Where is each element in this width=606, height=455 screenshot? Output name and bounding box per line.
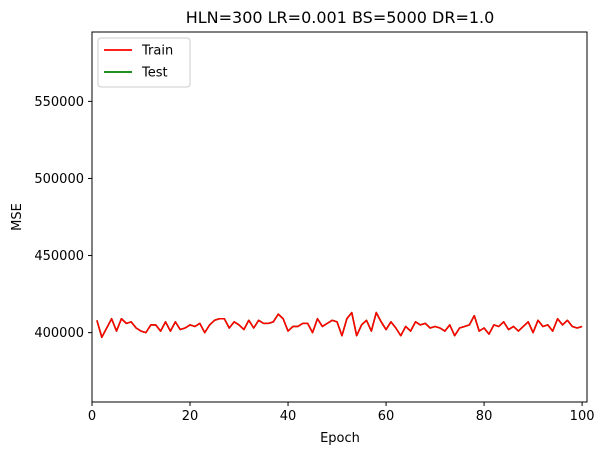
y-axis-label: MSE — [10, 203, 25, 231]
y-tick-label: 400000 — [34, 326, 84, 341]
legend-label-train: Train — [141, 44, 173, 59]
y-tick-label: 500000 — [34, 172, 84, 187]
plot-area — [91, 31, 588, 403]
chart-title: HLN=300 LR=0.001 BS=5000 DR=1.0 — [186, 8, 495, 27]
y-tick-label: 450000 — [34, 249, 84, 264]
x-axis-label: Epoch — [320, 431, 360, 446]
legend-label-test: Test — [141, 66, 168, 81]
legend: Train Test — [97, 37, 191, 88]
x-tick-label: 80 — [476, 409, 493, 424]
x-tick-label: 40 — [280, 409, 297, 424]
series-line-train — [96, 311, 583, 339]
y-tick-label: 550000 — [34, 95, 84, 110]
x-tick-label: 20 — [182, 409, 199, 424]
x-tick-label: 60 — [378, 409, 395, 424]
x-tick-label: 100 — [570, 409, 595, 424]
series-layer — [96, 311, 583, 339]
x-tick-label: 0 — [88, 409, 96, 424]
ticks-layer: 0 20 40 60 80 100 400000 450000 500000 550000 — [34, 95, 594, 424]
